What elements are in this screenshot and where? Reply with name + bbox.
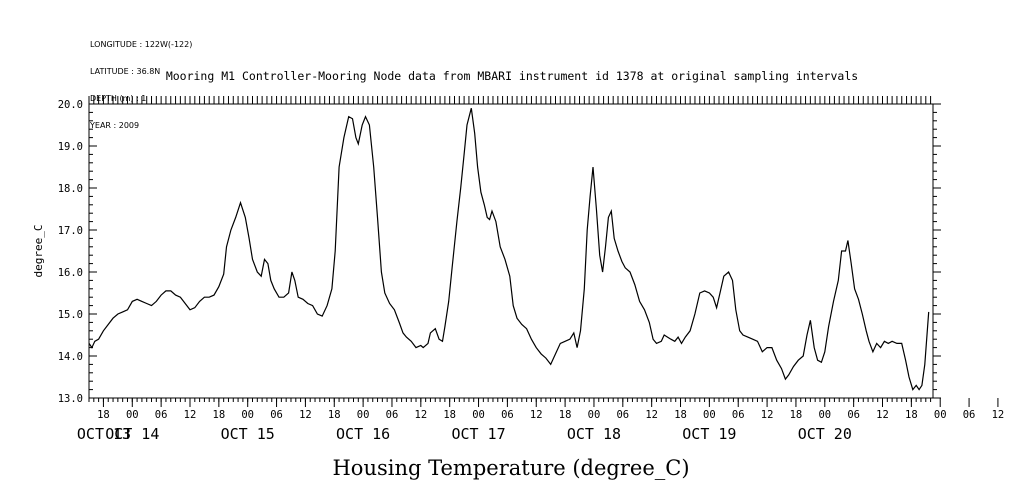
x-tick-label: 18 — [328, 409, 341, 421]
x-tick-label: 18 — [790, 409, 803, 421]
y-tick-label: 20.0 — [58, 99, 83, 111]
x-day-label: OCT 14 — [105, 425, 159, 443]
x-tick-label: 12 — [761, 409, 774, 421]
y-tick-label: 13.0 — [58, 393, 83, 405]
x-tick-label: 12 — [415, 409, 428, 421]
y-axis-label: degree_C — [32, 225, 45, 278]
x-tick-label: 12 — [299, 409, 312, 421]
x-day-label: OCT 13 — [77, 425, 131, 443]
x-tick-label: 00 — [588, 409, 601, 421]
y-tick-label: 16.0 — [58, 267, 83, 279]
x-day-label: OCT 16 — [336, 425, 390, 443]
x-axis: 18 00 06 12 18 00 06 12 18 00 06 12 18 00 06 12 18 00 06 12… — [77, 96, 1004, 443]
x-day-label: OCT 19 — [682, 425, 736, 443]
x-tick-label: 18 — [97, 409, 110, 421]
x-tick-label: 18 — [674, 409, 687, 421]
y-tick-label: 19.0 — [58, 141, 83, 153]
x-day-label: OCT 15 — [221, 425, 275, 443]
x-tick-label: 00 — [357, 409, 370, 421]
x-tick-label: 12 — [645, 409, 658, 421]
x-tick-label: 00 — [472, 409, 485, 421]
x-tick-label: 18 — [213, 409, 226, 421]
x-tick-label: 06 — [963, 409, 976, 421]
x-tick-label: 18 — [559, 409, 572, 421]
x-day-label: OCT 18 — [567, 425, 621, 443]
x-tick-label: 06 — [386, 409, 399, 421]
year-text: YEAR : 2009 — [90, 121, 140, 130]
x-tick-label: 06 — [616, 409, 629, 421]
x-axis-label: Housing Temperature (degree_C) — [332, 456, 689, 480]
x-tick-label: 12 — [876, 409, 889, 421]
x-day-label: OCT 20 — [798, 425, 852, 443]
x-day-label: OCT 17 — [451, 425, 505, 443]
y-axis: 13.0 14.0 15.0 16.0 17.0 18.0 19.0 20.0 — [58, 99, 941, 405]
x-tick-label: 00 — [818, 409, 831, 421]
x-tick-label: 06 — [270, 409, 283, 421]
series-line — [88, 108, 930, 391]
x-tick-label: 12 — [992, 409, 1005, 421]
y-tick-label: 17.0 — [58, 225, 83, 237]
x-tick-label: 06 — [847, 409, 860, 421]
plot-frame — [88, 103, 934, 399]
x-tick-label: 06 — [732, 409, 745, 421]
x-tick-label: 18 — [905, 409, 918, 421]
x-tick-label: 06 — [155, 409, 168, 421]
x-tick-label: 00 — [934, 409, 947, 421]
x-tick-label: 12 — [530, 409, 543, 421]
y-tick-label: 15.0 — [58, 309, 83, 321]
y-tick-label: 14.0 — [58, 351, 83, 363]
x-tick-label: 00 — [703, 409, 716, 421]
x-tick-label: 06 — [501, 409, 514, 421]
x-tick-label: 12 — [184, 409, 197, 421]
x-tick-label: 00 — [126, 409, 139, 421]
x-tick-label: 00 — [241, 409, 254, 421]
chart-title: Mooring M1 Controller-Mooring Node data … — [166, 69, 858, 83]
y-tick-label: 18.0 — [58, 183, 83, 195]
x-tick-label: 18 — [443, 409, 456, 421]
latitude-text: LATITUDE : 36.8N — [90, 67, 161, 76]
longitude-text: LONGITUDE : 122W(-122) — [90, 40, 193, 49]
